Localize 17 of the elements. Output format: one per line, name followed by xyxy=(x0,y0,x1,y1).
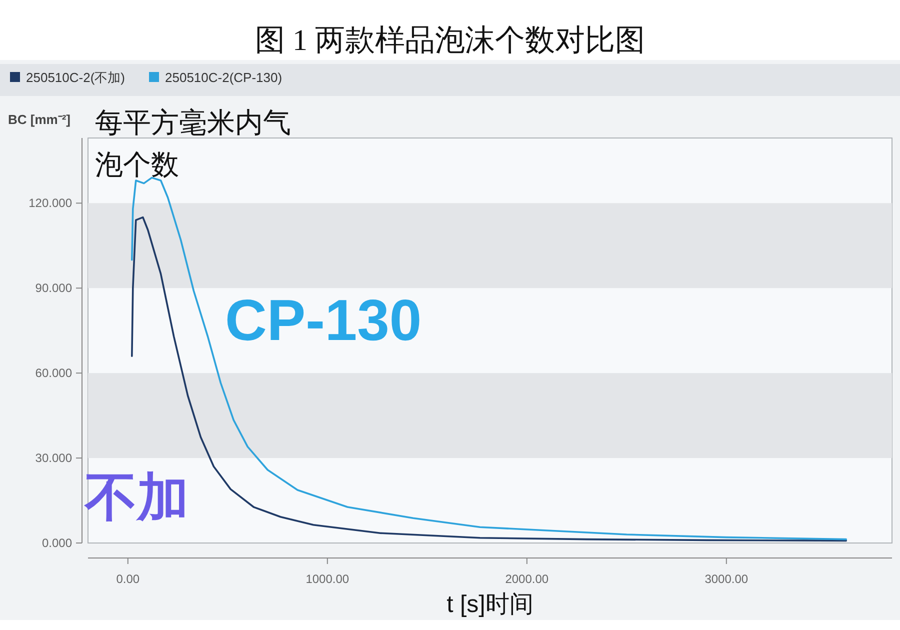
chart-title: 图 1 两款样品泡沫个数对比图 xyxy=(255,24,645,57)
annotation: CP-130 xyxy=(225,288,422,353)
y-tick-label: 90.000 xyxy=(35,281,72,296)
x-tick-label: 2000.00 xyxy=(505,572,549,586)
annotation: 每平方毫米内气泡个数 xyxy=(95,107,291,180)
y-axis-title: BC [mm⁻²] xyxy=(8,112,70,127)
legend-label: 250510C-2(CP-130) xyxy=(165,70,282,85)
legend-label: 250510C-2(不加) xyxy=(26,70,125,85)
x-tick-label: 3000.00 xyxy=(704,572,748,586)
x-tick-label: 1000.00 xyxy=(306,572,350,586)
y-tick-label: 60.000 xyxy=(35,366,72,380)
y-tick-label: 0.000 xyxy=(42,536,72,550)
y-tick-label: 120.000 xyxy=(28,196,72,210)
x-tick-label: 0.00 xyxy=(116,572,140,586)
annotation: 不加 xyxy=(83,469,189,527)
y-tick-label: 30.000 xyxy=(35,451,72,466)
x-axis-title: t [s]时间 xyxy=(446,591,534,618)
